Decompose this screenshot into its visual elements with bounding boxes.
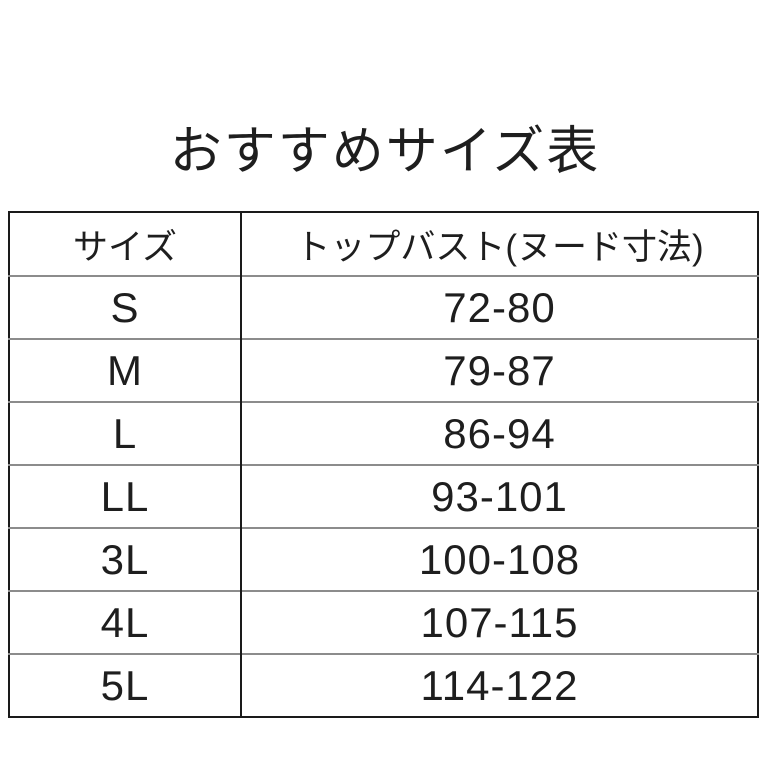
table-row: LL 93-101 <box>9 465 758 528</box>
size-table-container: サイズ トップバスト(ヌード寸法) S 72-80 M 79-87 L 86-9… <box>8 211 759 718</box>
table-header-row: サイズ トップバスト(ヌード寸法) <box>9 212 758 276</box>
table-row: M 79-87 <box>9 339 758 402</box>
size-cell: 5L <box>100 661 150 709</box>
bust-cell: 93-101 <box>240 465 758 528</box>
bust-cell: 86-94 <box>240 402 758 465</box>
bust-cell: 79-87 <box>240 339 758 402</box>
bust-column-header: トップバスト(ヌード寸法) <box>240 212 758 276</box>
size-cell: S <box>110 283 140 331</box>
size-cell: 3L <box>100 535 150 583</box>
table-row: 4L 107-115 <box>9 591 758 654</box>
table-row: 5L 114-122 <box>9 654 758 717</box>
size-table: サイズ トップバスト(ヌード寸法) S 72-80 M 79-87 L 86-9… <box>8 211 759 718</box>
size-cell: 4L <box>100 598 150 646</box>
bust-cell: 72-80 <box>240 276 758 339</box>
table-row: L 86-94 <box>9 402 758 465</box>
table-row: 3L 100-108 <box>9 528 758 591</box>
size-cell: LL <box>100 472 150 520</box>
size-cell: M <box>107 346 143 394</box>
size-column-header: サイズ <box>73 227 177 267</box>
bust-cell: 114-122 <box>240 654 758 717</box>
table-row: S 72-80 <box>9 276 758 339</box>
page-title: おすすめサイズ表 <box>169 122 601 181</box>
bust-cell: 100-108 <box>240 528 758 591</box>
size-cell: L <box>112 409 138 457</box>
bust-cell: 107-115 <box>240 591 758 654</box>
